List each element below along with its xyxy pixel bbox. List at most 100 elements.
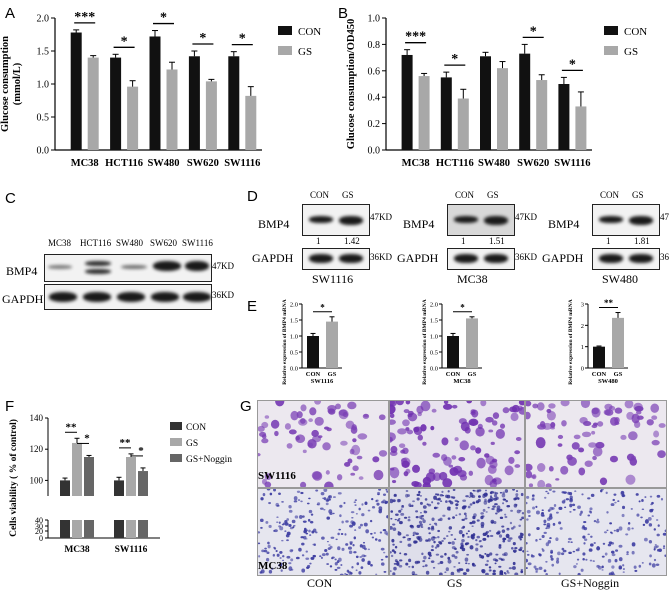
stained-cell [485, 416, 494, 423]
stained-cell [514, 572, 519, 575]
blot-d-row-bmp4: BMP4 [403, 217, 435, 231]
stained-cell [367, 548, 371, 551]
bar [480, 56, 491, 150]
stained-cell [279, 526, 284, 531]
stained-cell [505, 533, 510, 539]
y-tick-label: 140 [30, 413, 44, 423]
blot-band [48, 265, 72, 269]
stained-cell [622, 564, 625, 567]
stained-cell [530, 553, 534, 557]
x-tick-label: CON [306, 371, 321, 378]
stained-cell [377, 491, 380, 495]
stained-cell [390, 450, 398, 456]
stained-cell [605, 491, 608, 495]
stained-cell [261, 421, 269, 429]
stained-cell [493, 521, 497, 525]
stained-cell [459, 474, 468, 481]
stained-cell [417, 412, 422, 417]
stained-cell [501, 525, 505, 528]
stained-cell [506, 527, 510, 531]
stained-cell [359, 523, 363, 527]
stained-cell [641, 498, 644, 502]
stained-cell [601, 555, 605, 558]
bar [447, 336, 459, 368]
stained-cell [477, 423, 483, 430]
stained-cell [427, 538, 431, 542]
stained-cell [433, 495, 437, 500]
stained-cell [390, 517, 393, 520]
stained-cell [436, 544, 440, 548]
stained-cell [656, 494, 661, 498]
stained-cell [542, 549, 545, 552]
stained-cell [481, 569, 486, 574]
stained-cell [494, 503, 498, 506]
y-axis-label: Glucose consumption/OD450 [346, 19, 357, 149]
stained-cell [412, 534, 415, 537]
bar [138, 471, 148, 496]
stained-cell [592, 455, 597, 461]
stained-cell [365, 529, 370, 534]
stained-cell [439, 494, 444, 497]
blot-d-lane-label: CON [310, 190, 330, 200]
stained-cell [638, 564, 642, 568]
stained-cell [600, 489, 604, 491]
stained-cell [511, 546, 514, 550]
stained-cell [288, 509, 293, 513]
stained-cell [414, 573, 418, 575]
stained-cell [317, 502, 321, 506]
stained-cell [345, 543, 349, 546]
stained-cell [658, 423, 666, 428]
stained-cell [323, 497, 327, 501]
stained-cell [408, 558, 412, 563]
stained-cell [420, 517, 425, 520]
stained-cell [260, 497, 264, 501]
stained-cell [390, 551, 392, 554]
x-tick-label: SW620 [187, 158, 219, 169]
stained-cell [614, 421, 620, 425]
stained-cell [613, 493, 617, 496]
stained-cell [376, 502, 380, 506]
stained-cell [592, 560, 595, 562]
stained-cell [260, 569, 265, 574]
blot-d-cell-label: SW480 [602, 272, 638, 286]
stained-cell [392, 523, 396, 526]
stained-cell [360, 566, 364, 570]
stained-cell [444, 552, 447, 556]
stained-cell [441, 437, 449, 446]
stained-cell [324, 548, 328, 552]
stained-cell [489, 552, 493, 556]
stained-cell [582, 557, 585, 561]
bar [612, 317, 624, 368]
stained-cell [339, 573, 344, 575]
stained-cell [442, 403, 453, 410]
stained-cell [308, 529, 311, 533]
stained-cell [397, 499, 401, 503]
stained-cell [325, 499, 330, 502]
stained-cell [458, 418, 467, 425]
stained-cell [284, 520, 288, 524]
stained-cell [396, 562, 400, 566]
legend-swatch [170, 454, 182, 462]
blot-c-lane-label: MC38 [48, 238, 72, 248]
stained-cell [488, 529, 492, 532]
micro-col-label-gs-noggin: GS+Noggin [561, 576, 620, 590]
bar [558, 84, 570, 150]
stained-cell [559, 527, 563, 530]
stained-cell [561, 552, 565, 556]
stained-cell [498, 545, 502, 549]
stained-cell [361, 513, 365, 517]
stained-cell [431, 501, 434, 504]
y-axis-label: Glucose consumption(mmol/L) [0, 36, 23, 132]
stained-cell [568, 537, 572, 541]
stained-cell [499, 508, 503, 512]
stained-cell [415, 510, 419, 513]
bar [114, 480, 124, 496]
stained-cell [402, 536, 405, 539]
stained-cell [325, 552, 329, 556]
stained-cell [612, 498, 615, 502]
stained-cell [423, 555, 427, 560]
stained-cell [558, 506, 563, 510]
stained-cell [425, 570, 430, 575]
stained-cell [526, 495, 530, 499]
stained-cell [371, 505, 376, 509]
